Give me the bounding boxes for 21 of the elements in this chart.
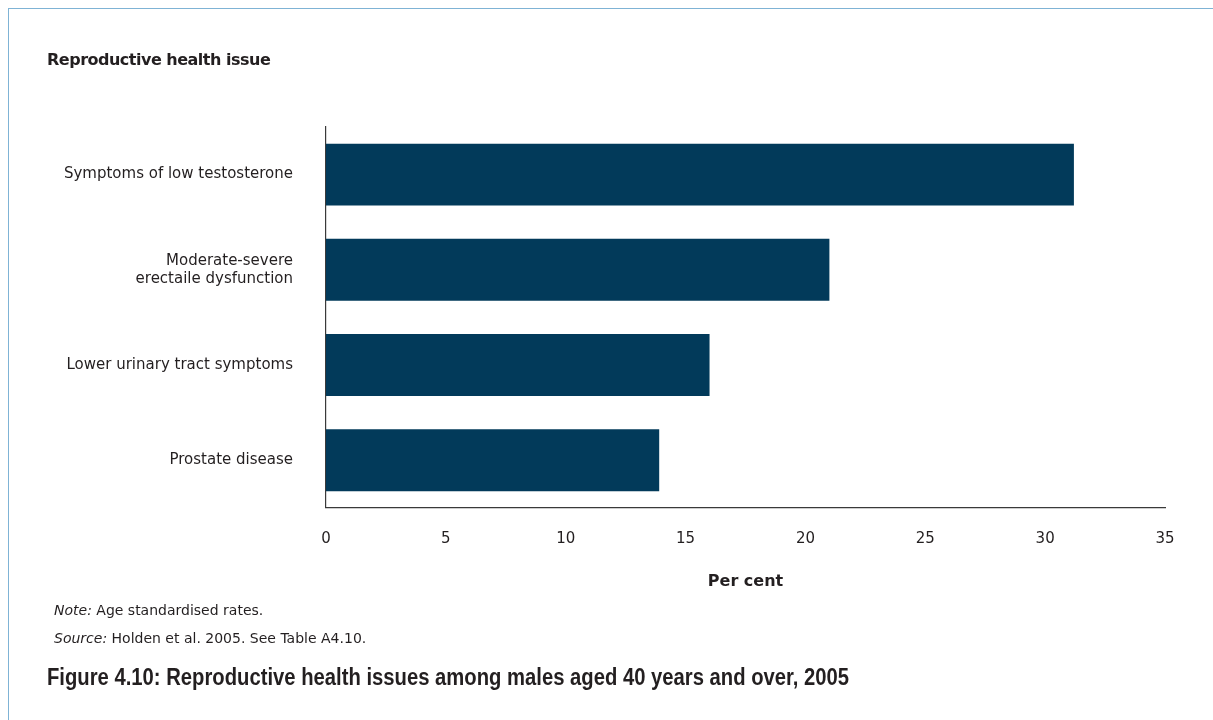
y-tick-label: Prostate disease bbox=[169, 450, 293, 469]
bar bbox=[326, 143, 1074, 206]
x-tick-label: 5 bbox=[441, 528, 451, 547]
y-tick-label: Symptoms of low testosterone bbox=[63, 164, 293, 183]
source-note: Source: Holden et al. 2005. See Table A4.10. bbox=[54, 629, 367, 648]
x-axis-title: Per cent bbox=[707, 570, 784, 590]
bar bbox=[326, 238, 830, 301]
y-tick-label: Lower urinary tract symptoms bbox=[66, 354, 294, 373]
x-tick-label: 15 bbox=[676, 528, 696, 547]
text: Note: Age standardised rates. bbox=[54, 601, 265, 620]
y-tick-label: Moderate-severe erectaile dysfunction bbox=[135, 250, 293, 287]
bar bbox=[326, 429, 660, 492]
x-tick-label: 0 bbox=[321, 528, 331, 547]
x-tick-label: 30 bbox=[1035, 528, 1055, 547]
text: Figure 4.10: Reproductive health issues among males aged 40 years and over, 2005 bbox=[47, 664, 850, 691]
bar bbox=[326, 334, 710, 396]
x-tick-label: 20 bbox=[795, 528, 815, 547]
x-tick-label: 35 bbox=[1155, 528, 1175, 547]
x-tick-label: 25 bbox=[915, 528, 935, 547]
y-axis-title: Reproductive health issue bbox=[47, 50, 271, 69]
x-tick-label: 10 bbox=[556, 528, 576, 547]
